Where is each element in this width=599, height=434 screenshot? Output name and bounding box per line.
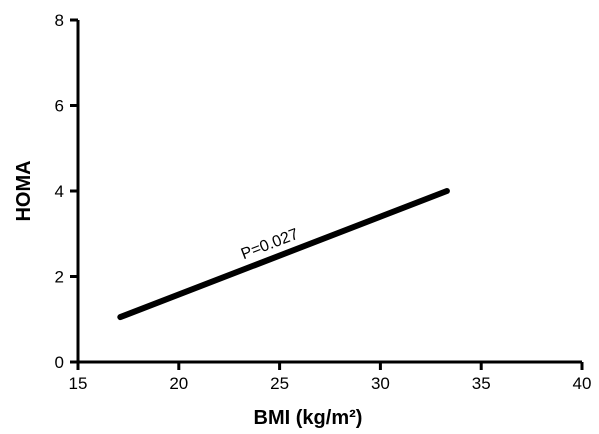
axes [76,20,582,364]
y-tick-label: 0 [55,353,64,372]
x-tick-label: 30 [371,374,390,393]
y-tick-label: 6 [55,97,64,116]
x-tick-label: 20 [169,374,188,393]
x-axis-title: BMI (kg/m²) [254,407,363,429]
x-tick-label: 15 [69,374,88,393]
y-tick-label: 2 [55,268,64,287]
regression-line [117,188,450,321]
y-tick-label: 4 [55,182,64,201]
x-tick-label: 35 [472,374,491,393]
x-tick-label: 25 [270,374,289,393]
x-tick-label: 40 [573,374,592,393]
y-axis-title: HOMA [13,160,35,221]
series [117,188,450,321]
y-tick-label: 8 [55,11,64,30]
ticks: 0 2 4 6 8 15 20 25 30 35 40 [55,11,592,393]
